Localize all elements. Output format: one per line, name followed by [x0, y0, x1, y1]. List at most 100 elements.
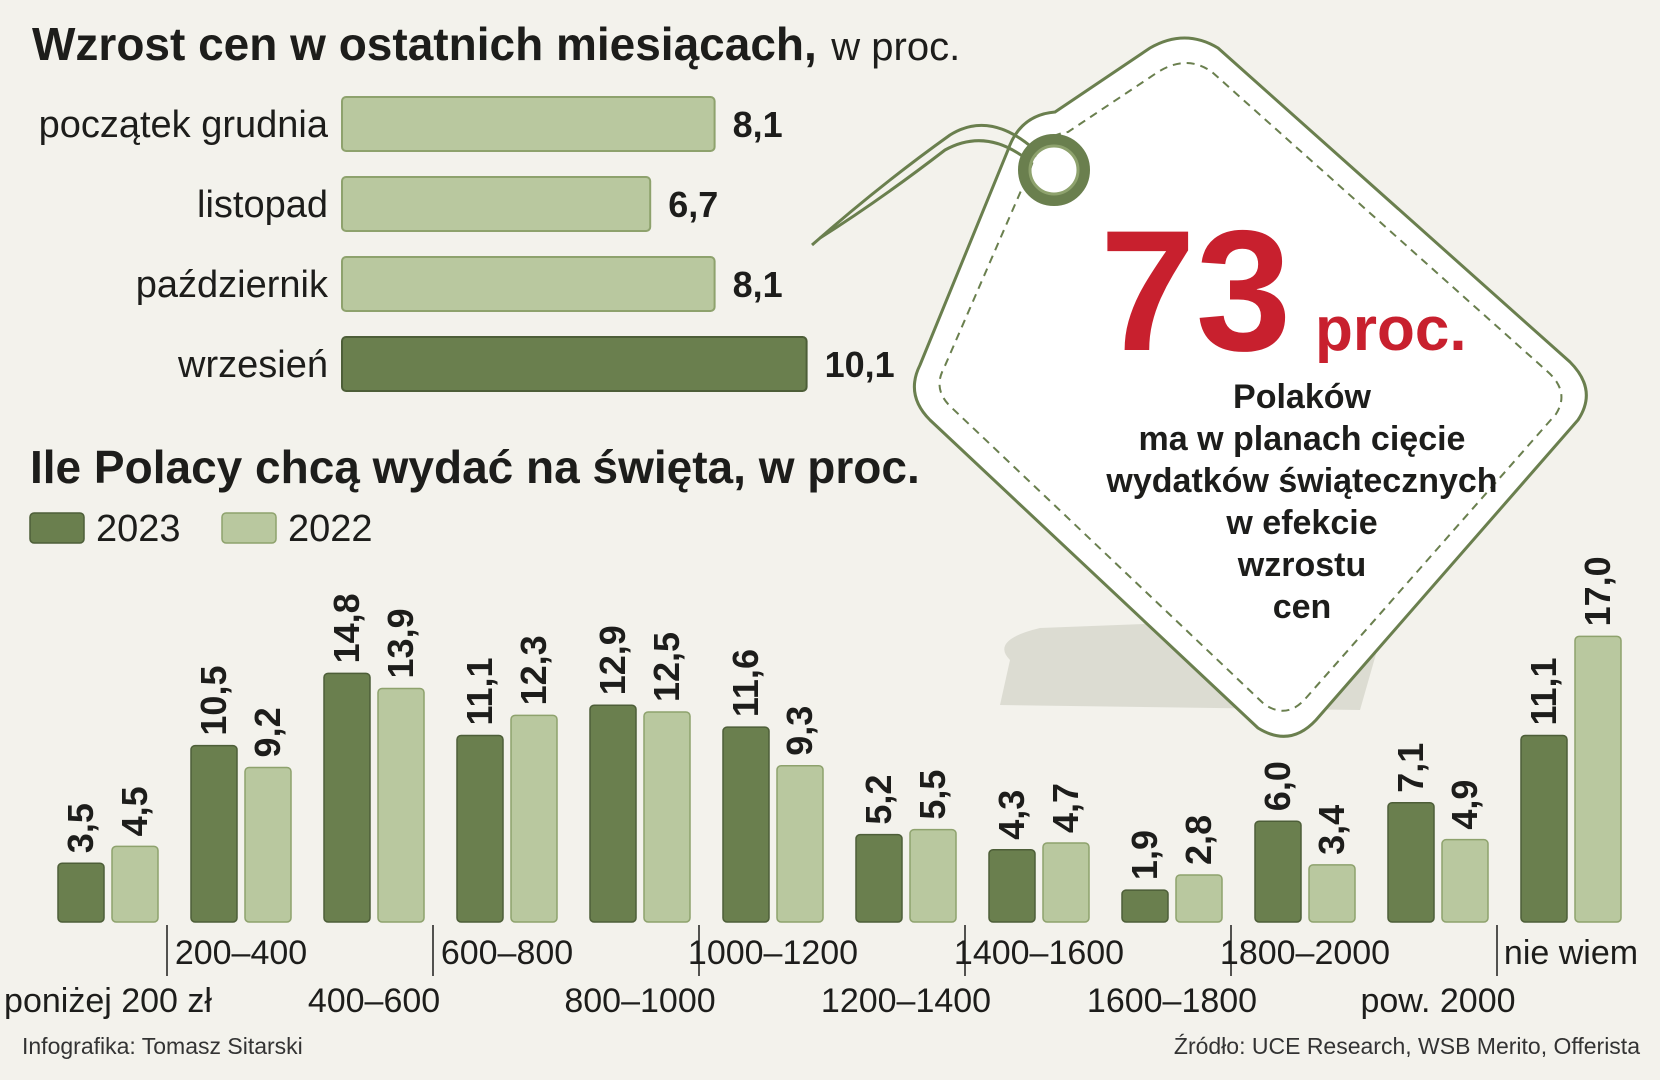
hbar — [341, 336, 808, 392]
hbar-value-label: 8,1 — [733, 264, 783, 305]
vbar-value-label: 5,5 — [912, 770, 953, 820]
vbar-value-label: 11,1 — [1523, 657, 1564, 725]
legend-label-2023: 2023 — [96, 508, 181, 550]
vbar-value-label: 4,7 — [1045, 783, 1086, 833]
tag-text-line: wydatków świątecznych — [1105, 462, 1497, 500]
vbar-2022 — [776, 765, 824, 923]
price-tag: 73 proc. Polaków ma w planach cięcie wydat… — [811, 36, 1588, 738]
vbar-2023 — [589, 704, 637, 923]
legend-swatch-2022 — [221, 512, 277, 544]
hbar-category-label: wrzesień — [177, 344, 328, 386]
tag-ring-inner — [1028, 144, 1080, 196]
chart2-legend: 2023 2022 — [29, 508, 373, 550]
legend-swatch-2023 — [29, 512, 85, 544]
vbar-2023 — [1520, 734, 1568, 923]
vbar-2023 — [1387, 801, 1435, 923]
x-category-label: nie wiem — [1504, 934, 1638, 972]
vbar-value-label: 11,1 — [459, 657, 500, 725]
tag-string — [819, 139, 1026, 240]
vbar-value-label: 13,9 — [380, 608, 421, 678]
vbar-value-label: 9,2 — [247, 707, 288, 757]
x-category-label: 600–800 — [441, 934, 573, 972]
tag-text-line: ma w planach cięcie — [1139, 420, 1466, 458]
vbar-value-label: 14,8 — [326, 593, 367, 663]
hbar — [341, 176, 652, 232]
tag-ring — [1018, 134, 1090, 206]
footer-credit: Infografika: Tomasz Sitarski — [22, 1033, 303, 1059]
hbar — [341, 96, 716, 152]
x-category-label: 800–1000 — [564, 982, 715, 1020]
vbar-2023 — [855, 833, 903, 923]
vbar-value-label: 3,4 — [1311, 805, 1352, 855]
x-category-label: 200–400 — [175, 934, 307, 972]
hbar — [341, 256, 716, 312]
tag-body — [912, 36, 1588, 738]
vbar-2022 — [1441, 838, 1489, 923]
chart1-title: Wzrost cen w ostatnich miesiącach, w pro… — [32, 18, 960, 70]
vbar-2023 — [1121, 889, 1169, 923]
x-category-label: pow. 2000 — [1360, 982, 1515, 1020]
tag-text-line: Polaków — [1233, 378, 1371, 416]
vbar-2023 — [988, 849, 1036, 923]
vbar-2022 — [1574, 635, 1622, 923]
vbar-2022 — [111, 845, 159, 923]
hbar-value-label: 8,1 — [733, 104, 783, 145]
vbar-value-label: 11,6 — [725, 649, 766, 717]
vbar-2023 — [722, 726, 770, 923]
vbar-2022 — [643, 711, 691, 923]
tag-text-block: Polaków ma w planach cięcie wydatków świąt… — [1105, 378, 1497, 626]
x-category-label: 1800–2000 — [1220, 934, 1390, 972]
vbar-value-label: 1,9 — [1124, 830, 1165, 880]
vbar-2023 — [1254, 820, 1302, 923]
vbar-value-label: 12,9 — [592, 625, 633, 695]
x-category-label: 1400–1600 — [954, 934, 1124, 972]
vbar-2023 — [456, 734, 504, 923]
chart1-title-main: Wzrost cen w ostatnich miesiącach, — [32, 18, 817, 70]
x-category-label: 1200–1400 — [821, 982, 991, 1020]
x-category-label: 1000–1200 — [688, 934, 858, 972]
hbar-category-label: początek grudnia — [39, 104, 329, 146]
vbar-value-label: 6,0 — [1257, 761, 1298, 811]
vbar-2022 — [1042, 842, 1090, 923]
legend-label-2022: 2022 — [288, 508, 373, 550]
chart2-bars: 3,5 4,5 10,5 9,2 14,8 13,9 11,1 12,3 12,9 12,5 11,… — [57, 556, 1622, 923]
vbar-value-label: 9,3 — [779, 706, 820, 756]
tag-text-line: w efekcie — [1225, 504, 1377, 542]
vbar-value-label: 4,3 — [991, 790, 1032, 840]
hbar-value-label: 6,7 — [668, 184, 718, 225]
x-category-label: 1600–1800 — [1087, 982, 1257, 1020]
hbar-category-label: październik — [136, 264, 329, 306]
vbar-2023 — [57, 862, 105, 923]
chart1-title-suffix: w proc. — [830, 25, 960, 69]
tag-string — [811, 123, 1036, 247]
vbar-value-label: 5,2 — [858, 775, 899, 825]
vbar-2022 — [510, 714, 558, 923]
vbar-2022 — [1308, 864, 1356, 923]
hbar-category-label: listopad — [197, 184, 328, 226]
vbar-value-label: 4,5 — [114, 786, 155, 836]
vbar-2022 — [377, 687, 425, 923]
vbar-2022 — [244, 766, 292, 923]
x-category-label: 400–600 — [308, 982, 440, 1020]
tag-unit: proc. — [1315, 295, 1467, 364]
tag-big-number: 73 — [1100, 195, 1291, 387]
vbar-value-label: 17,0 — [1577, 556, 1618, 626]
x-category-label: poniżej 200 zł — [4, 982, 212, 1020]
hbar-value-label: 10,1 — [825, 344, 895, 385]
vbar-value-label: 2,8 — [1178, 815, 1219, 865]
vbar-value-label: 7,1 — [1390, 743, 1431, 793]
vbar-value-label: 10,5 — [193, 666, 234, 736]
vbar-2022 — [909, 828, 957, 923]
vbar-2023 — [323, 672, 371, 923]
chart2-title: Ile Polacy chcą wydać na święta, w proc. — [30, 441, 920, 493]
footer-source: Źródło: UCE Research, WSB Merito, Offeri… — [1174, 1033, 1640, 1059]
vbar-value-label: 4,9 — [1444, 780, 1485, 830]
tag-text-line: wzrostu — [1237, 546, 1366, 584]
vbar-value-label: 12,5 — [646, 632, 687, 702]
vbar-value-label: 3,5 — [60, 803, 101, 853]
tag-text-line: cen — [1273, 588, 1332, 626]
vbar-value-label: 12,3 — [513, 635, 554, 705]
